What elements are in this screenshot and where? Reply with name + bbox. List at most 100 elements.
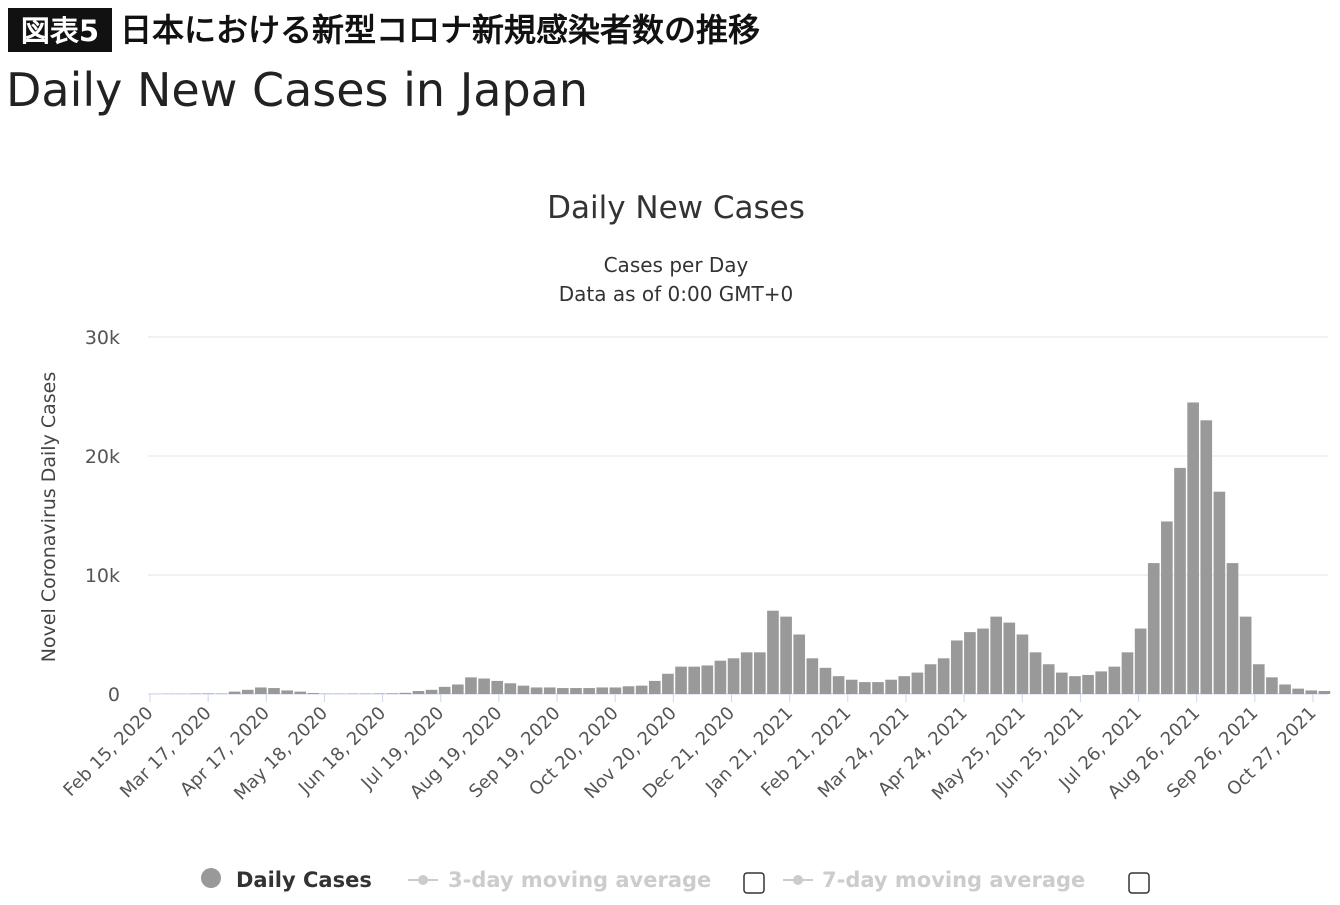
bar <box>885 680 897 694</box>
chart-title: Daily New Cases <box>547 190 805 226</box>
bar <box>1187 402 1199 694</box>
bar <box>386 693 398 694</box>
bar <box>491 681 503 694</box>
bar <box>820 668 832 694</box>
bar <box>465 677 477 694</box>
bar <box>203 693 215 694</box>
badge: 図表5 <box>21 14 99 48</box>
bar <box>583 688 595 694</box>
bar <box>1069 676 1081 694</box>
bar <box>793 635 805 695</box>
bar <box>1148 563 1160 694</box>
bar <box>964 632 976 694</box>
y-tick-label: 10k <box>85 565 120 587</box>
y-tick-label: 30k <box>85 327 120 349</box>
y-axis-label: Novel Coronavirus Daily Cases <box>38 372 60 663</box>
bar <box>531 687 543 694</box>
chart-subtitle: Data as of 0:00 GMT+0 <box>559 282 794 306</box>
bar <box>268 688 280 694</box>
heading: Daily New Cases in Japan <box>6 63 588 117</box>
legend-marker <box>418 875 428 885</box>
bar <box>478 679 490 694</box>
bar <box>518 686 530 694</box>
bar <box>610 687 622 694</box>
legend-label: 7-day moving average <box>822 868 1085 892</box>
bar <box>373 693 385 694</box>
bar <box>1174 468 1186 694</box>
bar <box>1056 673 1068 694</box>
bar <box>846 680 858 694</box>
bar <box>662 674 674 694</box>
bar <box>1279 684 1291 694</box>
bar <box>767 611 779 694</box>
bar <box>1305 690 1317 694</box>
bar <box>780 617 792 694</box>
bar <box>898 676 910 694</box>
bar <box>1122 652 1134 694</box>
legend-label: 3-day moving average <box>448 868 711 892</box>
legend-checkbox[interactable] <box>1129 873 1149 893</box>
bar <box>294 692 306 694</box>
bar <box>1240 617 1252 694</box>
bar <box>1030 652 1042 694</box>
chart-subtitle: Cases per Day <box>604 253 749 277</box>
bar <box>977 629 989 694</box>
bar <box>1253 664 1265 694</box>
bar <box>675 667 687 694</box>
bar <box>1200 420 1212 694</box>
bar <box>1292 689 1304 694</box>
legend-marker <box>201 868 221 888</box>
bar <box>1095 671 1107 694</box>
bar <box>229 692 241 694</box>
y-tick-label: 0 <box>108 684 120 706</box>
bar <box>596 687 608 694</box>
y-tick-label: 20k <box>85 446 120 468</box>
page-title: 日本における新型コロナ新規感染者数の推移 <box>120 11 760 49</box>
bar <box>1109 667 1121 694</box>
bar <box>990 617 1002 694</box>
bar <box>1017 635 1029 695</box>
bar <box>925 664 937 694</box>
bar <box>741 652 753 694</box>
bar <box>715 661 727 694</box>
bar <box>281 690 293 694</box>
bar <box>1135 629 1147 694</box>
bar <box>912 673 924 694</box>
bar <box>242 690 254 694</box>
bar <box>1082 675 1094 694</box>
bar <box>938 658 950 694</box>
legend-marker <box>793 875 803 885</box>
legend-label: Daily Cases <box>236 868 372 892</box>
bar <box>439 687 451 694</box>
bar <box>557 688 569 694</box>
bar <box>754 652 766 694</box>
bar <box>399 693 411 694</box>
bar <box>426 690 438 694</box>
bar <box>728 658 740 694</box>
bar <box>701 665 713 694</box>
bar <box>255 687 267 694</box>
bar <box>1266 677 1278 694</box>
legend-checkbox[interactable] <box>744 873 764 893</box>
bar <box>872 682 884 694</box>
bar <box>1161 521 1173 694</box>
bar <box>636 686 648 694</box>
bar <box>807 658 819 694</box>
bar <box>570 688 582 694</box>
bar <box>413 691 425 694</box>
bar <box>452 684 464 694</box>
bar <box>1043 664 1055 694</box>
bar <box>505 683 517 694</box>
bar <box>623 686 635 694</box>
bar <box>951 640 963 694</box>
bar <box>833 676 845 694</box>
bar <box>859 682 871 694</box>
bar <box>544 687 556 694</box>
bar <box>1319 691 1331 694</box>
bar <box>649 681 661 694</box>
bar <box>1214 492 1226 694</box>
bar <box>688 667 700 694</box>
bar <box>1227 563 1239 694</box>
